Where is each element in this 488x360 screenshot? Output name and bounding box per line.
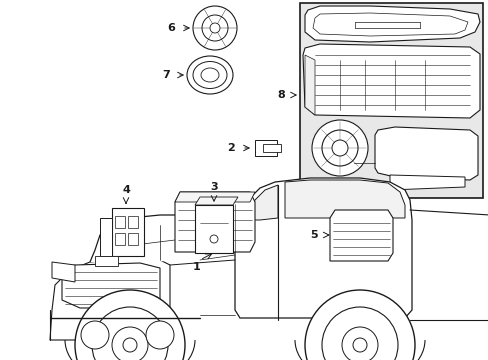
Circle shape: [112, 327, 148, 360]
Circle shape: [305, 290, 414, 360]
Circle shape: [146, 321, 174, 349]
Text: 8: 8: [277, 90, 285, 100]
Circle shape: [209, 23, 220, 33]
Bar: [299, 3, 482, 198]
Text: 3: 3: [210, 182, 217, 192]
Circle shape: [92, 307, 168, 360]
Text: 1: 1: [193, 262, 201, 272]
Circle shape: [321, 307, 397, 360]
Circle shape: [331, 140, 347, 156]
Polygon shape: [50, 258, 170, 340]
Polygon shape: [52, 262, 75, 282]
Circle shape: [209, 235, 218, 243]
Text: 6: 6: [167, 23, 175, 33]
Polygon shape: [90, 215, 274, 262]
Bar: [128, 216, 138, 228]
Bar: [263, 144, 281, 152]
Circle shape: [311, 120, 367, 176]
Polygon shape: [175, 192, 254, 252]
Polygon shape: [195, 197, 238, 205]
Polygon shape: [62, 263, 160, 308]
Circle shape: [123, 338, 137, 352]
Polygon shape: [303, 44, 479, 118]
Circle shape: [75, 290, 184, 360]
Bar: [112, 208, 143, 256]
Polygon shape: [235, 178, 411, 318]
Polygon shape: [312, 13, 467, 36]
Polygon shape: [247, 185, 278, 220]
Polygon shape: [329, 210, 392, 261]
Text: 4: 4: [122, 185, 130, 195]
Bar: [115, 216, 125, 228]
Bar: [195, 205, 232, 253]
Bar: [128, 233, 138, 245]
Bar: [254, 140, 276, 156]
Circle shape: [193, 6, 237, 50]
Polygon shape: [374, 127, 477, 180]
Ellipse shape: [201, 68, 219, 82]
Polygon shape: [285, 180, 404, 218]
Polygon shape: [305, 55, 314, 115]
Text: 5: 5: [310, 230, 317, 240]
Polygon shape: [305, 6, 479, 42]
Ellipse shape: [186, 56, 232, 94]
Circle shape: [202, 15, 227, 41]
Bar: [115, 233, 125, 245]
Polygon shape: [175, 192, 254, 202]
Polygon shape: [389, 175, 464, 190]
Polygon shape: [100, 218, 112, 256]
Circle shape: [352, 338, 366, 352]
Circle shape: [341, 327, 377, 360]
Text: 7: 7: [162, 70, 170, 80]
Ellipse shape: [193, 62, 226, 89]
Circle shape: [321, 130, 357, 166]
Polygon shape: [95, 256, 118, 266]
Circle shape: [81, 321, 109, 349]
Text: 2: 2: [227, 143, 235, 153]
